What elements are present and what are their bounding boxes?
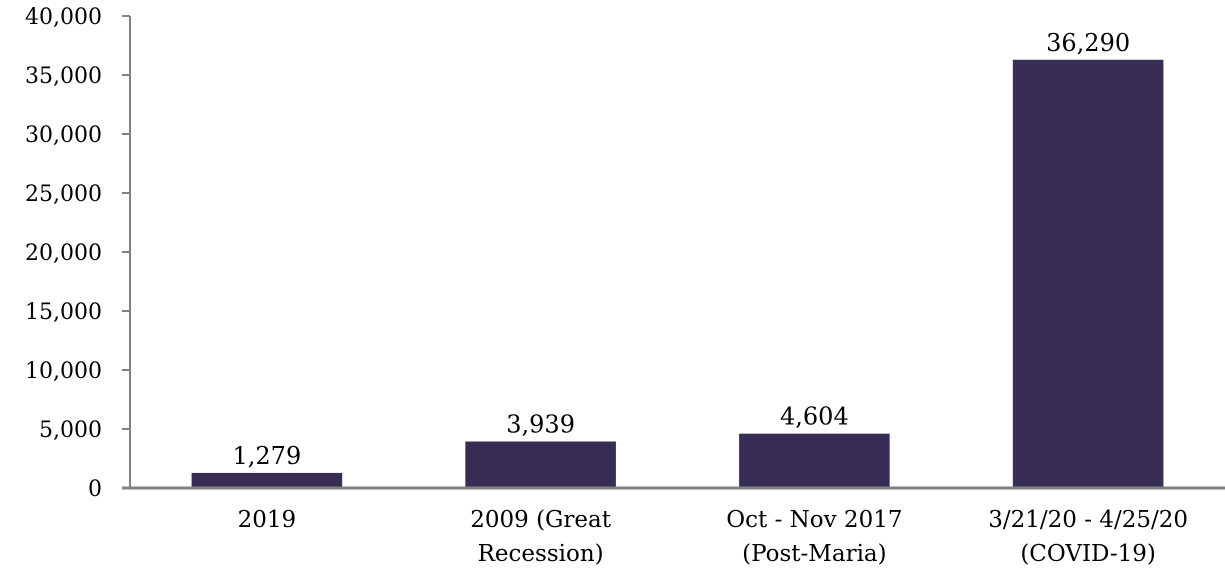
y-tick-label: 0 [88, 477, 102, 502]
x-category-label: Recession) [478, 541, 604, 567]
y-tick-label: 40,000 [25, 5, 102, 30]
y-axis: 0 5,000 10,000 15,000 20,000 25,000 30,000 35,0… [25, 5, 131, 502]
x-axis: 2019 2009 (Great Recession) Oct - Nov 2017 (… [122, 486, 1225, 567]
bar [1012, 59, 1164, 488]
y-tick-label: 10,000 [25, 359, 102, 384]
x-category-label: (COVID-19) [1020, 541, 1156, 567]
bar [465, 441, 616, 488]
data-label: 36,290 [1046, 29, 1130, 57]
x-category-label: 2009 (Great [470, 507, 612, 533]
bar [739, 433, 890, 488]
y-tick-label: 15,000 [25, 300, 102, 325]
data-label: 1,279 [233, 442, 302, 470]
x-category-label: 3/21/20 - 4/25/20 [988, 507, 1188, 533]
x-category-label: Oct - Nov 2017 [726, 507, 902, 533]
bars: 1,279 3,939 4,604 36,290 [191, 29, 1164, 488]
x-category-label: (Post-Maria) [742, 541, 886, 567]
y-tick-label: 25,000 [25, 182, 102, 207]
y-tick-label: 30,000 [25, 123, 102, 148]
x-category-label: 2019 [238, 507, 297, 533]
y-tick-label: 5,000 [39, 418, 102, 443]
data-label: 4,604 [780, 403, 849, 431]
data-label: 3,939 [506, 411, 575, 439]
y-tick-label: 35,000 [25, 64, 102, 89]
y-tick-label: 20,000 [25, 241, 102, 266]
bar [191, 472, 343, 488]
